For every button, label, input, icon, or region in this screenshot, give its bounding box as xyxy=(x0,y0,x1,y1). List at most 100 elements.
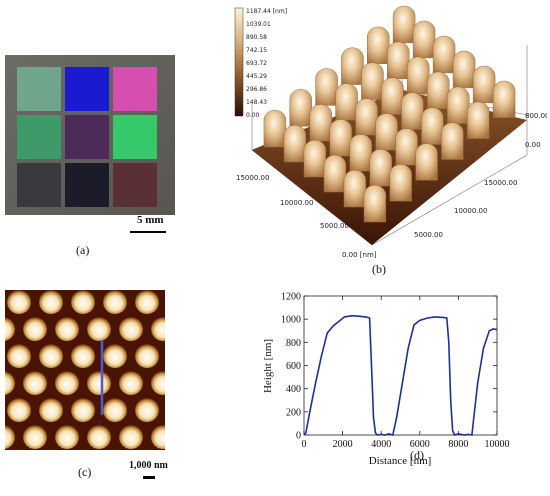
panel-c: x' xyxy=(0,290,175,450)
afm-background xyxy=(5,290,165,450)
surface-bump xyxy=(341,47,364,85)
caption-c: (c) xyxy=(78,465,92,479)
surface-bump xyxy=(432,35,456,74)
hole xyxy=(71,344,95,368)
hole xyxy=(119,317,143,341)
y-tick-label: 800 xyxy=(286,338,301,349)
colorbar-tick-label: 890.58 xyxy=(246,34,267,41)
hole xyxy=(23,317,47,341)
colorbar xyxy=(234,7,244,117)
plot-frame xyxy=(303,295,498,436)
surface-bump xyxy=(343,170,367,208)
hole xyxy=(71,398,95,422)
surface-bump xyxy=(387,41,410,79)
height-profile-chart: 0 200 400 600 800 1000 1200 0 2000 4000 6000 8000 1… xyxy=(262,292,510,468)
afm-3d-surface: 1187.44 [nm] 1039.01 890.58 742.15 693.72 445… xyxy=(234,5,550,259)
surface-bump xyxy=(467,101,490,139)
surface-bump xyxy=(315,68,338,106)
sample-tile xyxy=(65,67,109,111)
y-tick-label: 400 xyxy=(286,384,301,395)
colorbar-ticks: 1187.44 [nm] 1039.01 890.58 742.15 693.72 445… xyxy=(246,8,287,119)
surface-bump xyxy=(401,92,424,130)
caption-d: (d) xyxy=(410,448,424,462)
x-axis-tick-label: 15000.00 xyxy=(484,179,517,187)
surface-bump xyxy=(381,77,404,115)
y-axis-tick-label: 0.00 [nm] xyxy=(342,251,377,259)
surface-axis-labels: 15000.00 10000.00 5000.00 0.00 [nm] 15000.00… xyxy=(236,112,550,259)
sample-tile xyxy=(17,67,61,111)
surface-bump xyxy=(283,125,307,163)
y-axis-label: Height [nm] xyxy=(262,339,274,393)
colorbar-tick-label: 1039.01 xyxy=(246,21,271,28)
surface-bump xyxy=(355,98,378,136)
hole xyxy=(7,290,31,314)
sample-tile xyxy=(113,115,157,159)
y-axis-tick-label: 10000.00 xyxy=(280,199,313,207)
x-tick-label: 10000 xyxy=(485,439,510,450)
hole xyxy=(7,344,31,368)
surface-bump xyxy=(492,80,516,119)
panel-b: 1187.44 [nm] 1039.01 890.58 742.15 693.72 445… xyxy=(222,5,550,265)
hole xyxy=(119,425,143,449)
surface-bump xyxy=(395,128,418,166)
surface-bump xyxy=(263,110,287,148)
z-axis-tick-label: 800.00 xyxy=(525,112,547,120)
hole xyxy=(55,425,79,449)
hole xyxy=(55,371,79,395)
surface-bump xyxy=(363,185,387,223)
hole xyxy=(23,425,47,449)
colorbar-tick-label: 693.72 xyxy=(246,60,267,67)
colorbar-tick-label: 296.86 xyxy=(246,86,267,93)
hole xyxy=(7,398,31,422)
profile-end-marker: x' xyxy=(97,417,105,428)
surface-bump xyxy=(329,119,352,157)
surface-bump xyxy=(472,65,496,104)
y-tick-label: 0 xyxy=(296,431,301,442)
hole xyxy=(103,290,127,314)
scale-bar-a-label: 5 mm xyxy=(137,214,164,226)
surface-bump xyxy=(369,149,392,187)
afm-top-view: x' xyxy=(0,290,175,450)
hole xyxy=(87,317,111,341)
y-axis: 0 200 400 600 800 1000 1200 xyxy=(281,292,497,442)
colorbar-tick-label: 742.15 xyxy=(246,47,267,54)
colorbar-tick-label: 0.00 xyxy=(246,112,260,119)
height-series-line xyxy=(303,314,498,437)
y-axis-tick-label: 15000.00 xyxy=(236,174,269,182)
y-tick-label: 1000 xyxy=(281,315,301,326)
caption-a: (a) xyxy=(76,243,90,257)
hole xyxy=(135,290,159,314)
surface-bump xyxy=(389,164,412,202)
surface-bump xyxy=(407,56,430,94)
colorbar-tick-label: 148.43 xyxy=(246,99,267,106)
surface-bump xyxy=(335,83,358,121)
hole xyxy=(55,317,79,341)
hole xyxy=(135,344,159,368)
caption-b: (b) xyxy=(372,262,386,276)
hole xyxy=(39,398,63,422)
y-axis-tick-label: 5000.00 xyxy=(320,222,349,230)
hole xyxy=(71,290,95,314)
surface-bump xyxy=(375,113,398,151)
z-axis-tick-label: 0.00 xyxy=(525,141,541,149)
surface-bump xyxy=(309,104,332,142)
x-axis-label: Distance [nm] xyxy=(369,455,432,467)
x-tick-label: 4000 xyxy=(371,439,391,450)
tile-grid xyxy=(17,67,157,207)
surface-bumps xyxy=(263,5,516,223)
surface-bump xyxy=(441,122,464,160)
panel-a xyxy=(5,45,175,215)
surface-bump xyxy=(447,86,470,124)
surface-bump xyxy=(303,140,327,178)
colorbar-tick-label: 445.29 xyxy=(246,73,267,80)
x-axis-tick-label: 5000.00 xyxy=(414,231,443,239)
sample-tile xyxy=(65,163,109,207)
surface-bump xyxy=(412,20,436,59)
colorbar-tick-label: 1187.44 [nm] xyxy=(246,8,287,15)
x-tick-label: 8000 xyxy=(448,439,468,450)
surface-bump xyxy=(421,107,444,145)
panel-d: 0 200 400 600 800 1000 1200 0 2000 4000 6000 8000 1… xyxy=(255,288,547,470)
hole xyxy=(23,371,47,395)
scale-bar-c xyxy=(143,476,155,479)
sample-tile xyxy=(17,163,61,207)
